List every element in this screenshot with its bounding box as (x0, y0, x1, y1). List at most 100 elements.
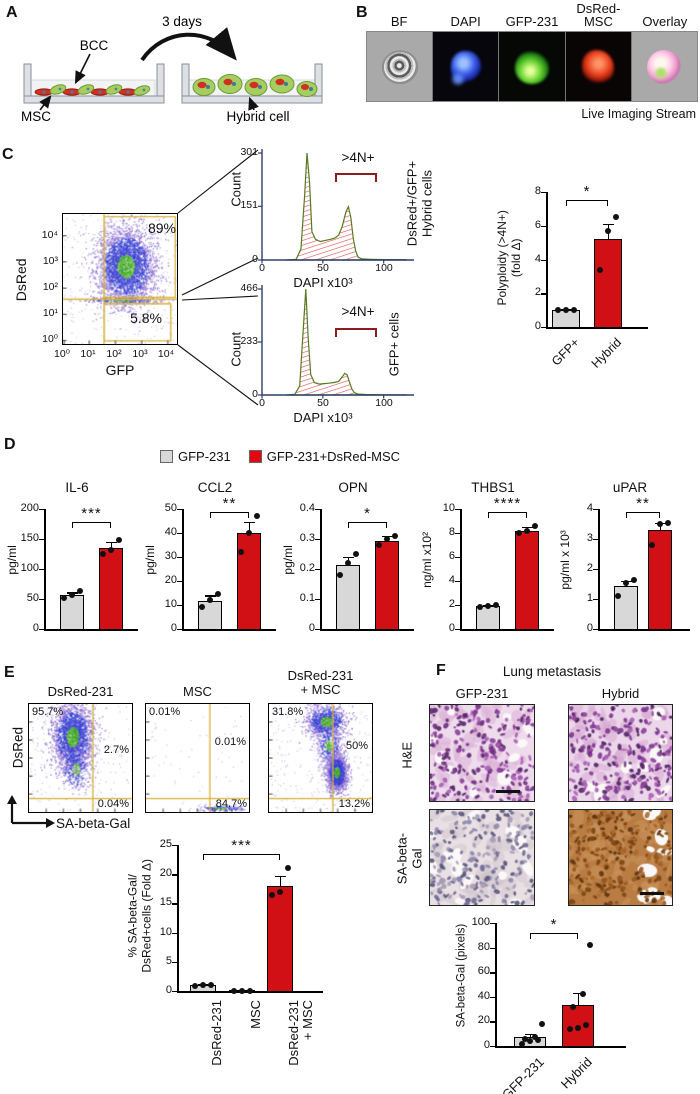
dot (524, 528, 530, 535)
flow-title-dsred231: DsRed-231 (47, 684, 114, 699)
tick (490, 923, 495, 925)
panel-d-label: D (4, 436, 16, 453)
x-tick: 10⁰ (54, 348, 70, 360)
ctitle: THBS1 (471, 480, 515, 495)
dot (192, 982, 198, 989)
ylab: pg/ml x 10³ (558, 530, 573, 590)
legend-item-coculture: GFP-231+DsRed-MSC (248, 449, 400, 464)
x-tick: 0 (259, 397, 265, 409)
bar (515, 530, 539, 630)
dot (580, 991, 586, 998)
ctitle: IL-6 (65, 480, 89, 495)
axis-arrows (7, 795, 55, 828)
polyploid-gate-label: >4N+ (341, 150, 375, 165)
he-image-hybrid (568, 704, 673, 802)
dot (563, 307, 569, 314)
scale-bar (640, 892, 664, 895)
flow-plot-msc: 0.01% 0.01% 84.7% (145, 703, 250, 813)
dish-after (181, 63, 323, 104)
ax (182, 509, 184, 630)
tick (39, 509, 44, 511)
ax (495, 923, 497, 1047)
tlab: 2 (586, 562, 593, 574)
cell-blob (653, 67, 668, 80)
col-label-hybrid: Hybrid (601, 686, 640, 701)
cat: DsRed-231 + MSC (286, 1000, 316, 1066)
y-tick: 10¹ (42, 307, 58, 319)
ax (525, 1033, 536, 1035)
tlab: 1 (586, 592, 593, 604)
dot (522, 1035, 528, 1042)
pct-label: 95.7% (32, 706, 64, 718)
dot (605, 227, 611, 234)
dot (108, 546, 114, 553)
bar (267, 885, 293, 992)
y-tick: 0 (252, 253, 258, 265)
ctitle: uPAR (612, 480, 648, 495)
dot (571, 307, 577, 314)
dsred-axis-label: DsRed (10, 726, 26, 769)
connector-lines (177, 149, 259, 406)
x-tick: 10³ (132, 348, 148, 360)
population-label-gfp: GFP+ cells (386, 312, 402, 377)
lung-metastasis-title: Lung metastasis (502, 664, 602, 679)
ax (203, 854, 280, 856)
ax (279, 854, 281, 860)
ax (488, 512, 527, 514)
channel-labels: BF DAPI GFP-231 DsRed- MSC Overlay (366, 1, 698, 31)
ax (182, 629, 276, 631)
hybrid-cell-label: Hybrid cell (226, 109, 289, 124)
ax (598, 509, 600, 630)
tick (541, 225, 546, 228)
panel-f-label: F (436, 662, 446, 679)
legend: GFP-231 GFP-231+DsRed-MSC (160, 449, 400, 464)
x-tick: 50 (317, 262, 329, 274)
tlab: 15 (159, 896, 172, 909)
tick (455, 509, 460, 511)
y-tick: 233 (240, 335, 258, 347)
y-tick: 10⁰ (42, 333, 58, 345)
row-label-sabetagal: SA-beta- Gal (394, 832, 424, 885)
sig: *** (231, 837, 252, 854)
sig: * (550, 916, 558, 933)
tick (39, 599, 44, 601)
dot (231, 987, 237, 994)
dot (493, 602, 499, 608)
ax (488, 512, 490, 518)
dsred-axis-label: DsRed (13, 258, 30, 302)
ylab: SA-beta-Gal (pixels) (455, 923, 468, 1027)
tlab: 30 (164, 550, 177, 562)
tlab: 20 (477, 1014, 490, 1027)
y-tick: 466 (240, 282, 258, 294)
ctitle: CCL2 (197, 480, 233, 495)
pct-label: 0.04% (97, 798, 129, 810)
tlab: 50 (164, 502, 177, 514)
ax (603, 224, 614, 226)
sabetagal-image-hybrid (568, 809, 673, 906)
dot (69, 591, 75, 598)
ax (244, 522, 255, 524)
tlab: 5 (165, 954, 172, 967)
bar (375, 540, 399, 630)
tick (315, 569, 320, 571)
dot (208, 981, 214, 988)
tick (455, 629, 460, 631)
flow-title-coculture: DsRed-231 + MSC (287, 668, 354, 698)
ax (348, 522, 350, 528)
tick (315, 539, 320, 541)
tlab: 10 (159, 925, 172, 938)
y-tick: 10² (42, 281, 58, 293)
tlab: 0 (586, 622, 593, 634)
tick (172, 991, 177, 993)
ax (566, 200, 608, 202)
ax (249, 522, 251, 533)
pct-label: 13.2% (338, 798, 370, 810)
dot (631, 577, 637, 584)
dot (376, 542, 382, 548)
flow-plot-coculture: 31.8% 50% 13.2% (268, 703, 373, 813)
dot (200, 982, 206, 989)
y-tick: 0 (252, 388, 258, 400)
tlab: 0 (165, 984, 172, 996)
cell-blob (582, 49, 615, 84)
